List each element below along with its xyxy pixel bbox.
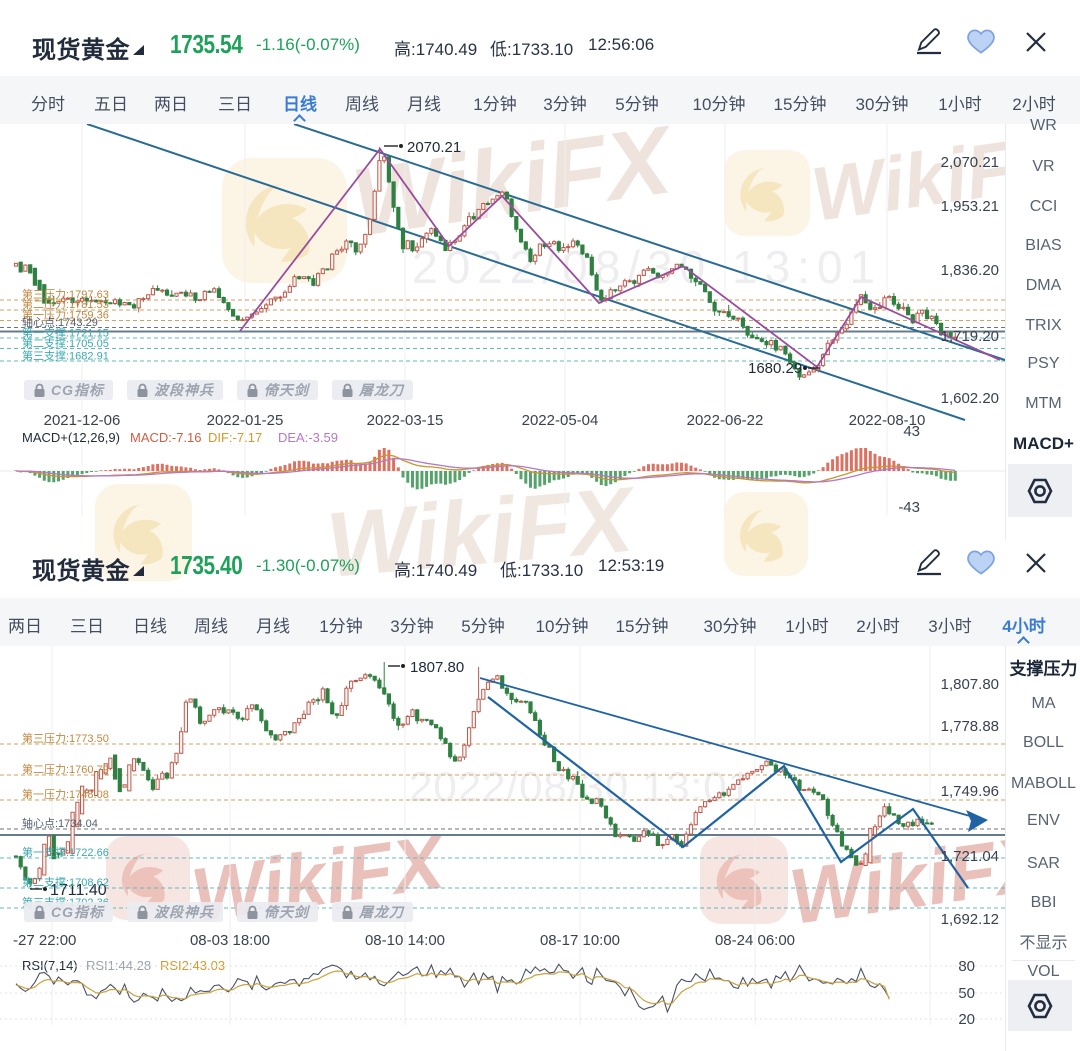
svg-text:1,721.04: 1,721.04 <box>941 848 999 865</box>
svg-text:2022-06-22: 2022-06-22 <box>687 412 764 429</box>
svg-text:RSI2:43.03: RSI2:43.03 <box>160 958 225 973</box>
svg-text:2,070.21: 2,070.21 <box>941 154 999 171</box>
svg-text:43: 43 <box>903 423 920 440</box>
svg-text:1,749.96: 1,749.96 <box>941 783 999 800</box>
svg-text:第一压力:1759.36: 第一压力:1759.36 <box>22 308 109 322</box>
svg-text:2021-12-06: 2021-12-06 <box>44 412 121 429</box>
svg-text:08-17 10:00: 08-17 10:00 <box>540 932 620 949</box>
svg-text:2022-01-25: 2022-01-25 <box>207 412 284 429</box>
svg-text:轴心点:1734.04: 轴心点:1734.04 <box>22 816 98 830</box>
svg-text:RSI(7,14): RSI(7,14) <box>22 958 78 973</box>
svg-text:-27 22:00: -27 22:00 <box>13 932 76 949</box>
svg-text:第二压力:1781.53: 第二压力:1781.53 <box>22 297 109 311</box>
svg-text:1,778.88: 1,778.88 <box>941 718 999 735</box>
svg-text:08-10 14:00: 08-10 14:00 <box>365 932 445 949</box>
svg-text:DEA:-3.59: DEA:-3.59 <box>278 430 338 445</box>
svg-text:1,807.80: 1,807.80 <box>941 676 999 693</box>
svg-text:轴心点:1743.29: 轴心点:1743.29 <box>22 315 98 329</box>
svg-text:1680.29: 1680.29 <box>748 360 802 377</box>
svg-text:2070.21: 2070.21 <box>407 139 461 156</box>
svg-text:08-24 06:00: 08-24 06:00 <box>715 932 795 949</box>
svg-text:第二支撑:1708.62: 第二支撑:1708.62 <box>22 875 109 889</box>
svg-text:第二支撑:1705.05: 第二支撑:1705.05 <box>22 336 109 350</box>
svg-text:1807.80: 1807.80 <box>410 659 464 676</box>
svg-text:DIF:-7.17: DIF:-7.17 <box>208 430 262 445</box>
svg-text:第三支撑:1682.91: 第三支撑:1682.91 <box>22 349 109 363</box>
svg-text:第三压力:1773.50: 第三压力:1773.50 <box>22 731 109 745</box>
svg-text:2022-05-04: 2022-05-04 <box>522 412 599 429</box>
svg-text:第二压力:1760.79: 第二压力:1760.79 <box>22 762 109 776</box>
svg-text:1,836.20: 1,836.20 <box>941 262 999 279</box>
svg-text:08-03 18:00: 08-03 18:00 <box>190 932 270 949</box>
svg-text:2022-03-15: 2022-03-15 <box>367 412 444 429</box>
svg-text:1,953.21: 1,953.21 <box>941 198 999 215</box>
svg-text:-43: -43 <box>898 499 920 516</box>
svg-text:2022-08-10: 2022-08-10 <box>849 412 926 429</box>
svg-text:MACD:-7.16: MACD:-7.16 <box>130 430 202 445</box>
svg-text:1711.40: 1711.40 <box>50 882 107 899</box>
svg-text:1,602.20: 1,602.20 <box>941 390 999 407</box>
svg-text:第三压力:1797.63: 第三压力:1797.63 <box>22 287 109 301</box>
svg-text:MACD+(12,26,9): MACD+(12,26,9) <box>22 430 120 445</box>
svg-text:2022/08/30 13:01: 2022/08/30 13:01 <box>412 241 882 293</box>
svg-text:第一支撑:1721.15: 第一支撑:1721.15 <box>22 326 109 340</box>
svg-text:1,719.20: 1,719.20 <box>941 328 999 345</box>
svg-text:第一压力:1748.08: 第一压力:1748.08 <box>22 787 109 801</box>
svg-text:RSI1:44.28: RSI1:44.28 <box>86 958 151 973</box>
svg-text:1,692.12: 1,692.12 <box>941 911 999 928</box>
svg-text:第一支撑:1722.66: 第一支撑:1722.66 <box>22 845 109 859</box>
